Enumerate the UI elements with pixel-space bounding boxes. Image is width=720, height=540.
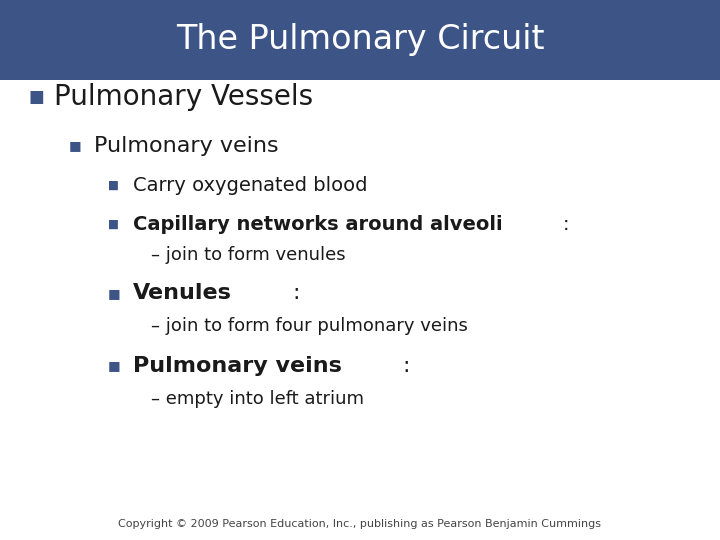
Bar bbox=[0, 0, 720, 80]
Text: The Pulmonary Circuit: The Pulmonary Circuit bbox=[176, 23, 544, 57]
Text: Carry oxygenated blood: Carry oxygenated blood bbox=[133, 176, 368, 195]
Text: – join to form four pulmonary veins: – join to form four pulmonary veins bbox=[151, 316, 468, 335]
Text: :: : bbox=[563, 214, 570, 234]
Text: – empty into left atrium: – empty into left atrium bbox=[151, 389, 364, 408]
Text: ■: ■ bbox=[68, 139, 81, 152]
Text: Venules: Venules bbox=[133, 283, 232, 303]
Text: Capillary networks around alveoli: Capillary networks around alveoli bbox=[133, 214, 503, 234]
Text: Copyright © 2009 Pearson Education, Inc., publishing as Pearson Benjamin Cumming: Copyright © 2009 Pearson Education, Inc.… bbox=[119, 519, 601, 529]
Text: :: : bbox=[292, 283, 300, 303]
Text: ■: ■ bbox=[108, 218, 119, 231]
Text: ■: ■ bbox=[108, 287, 121, 300]
Text: :: : bbox=[402, 355, 410, 376]
Text: Pulmonary Vessels: Pulmonary Vessels bbox=[54, 83, 313, 111]
Text: Pulmonary veins: Pulmonary veins bbox=[94, 136, 278, 156]
Text: ■: ■ bbox=[108, 179, 119, 192]
Text: – join to form venules: – join to form venules bbox=[151, 246, 346, 265]
Text: Pulmonary veins: Pulmonary veins bbox=[133, 355, 342, 376]
Text: ■: ■ bbox=[29, 88, 45, 106]
Text: ■: ■ bbox=[108, 359, 121, 372]
